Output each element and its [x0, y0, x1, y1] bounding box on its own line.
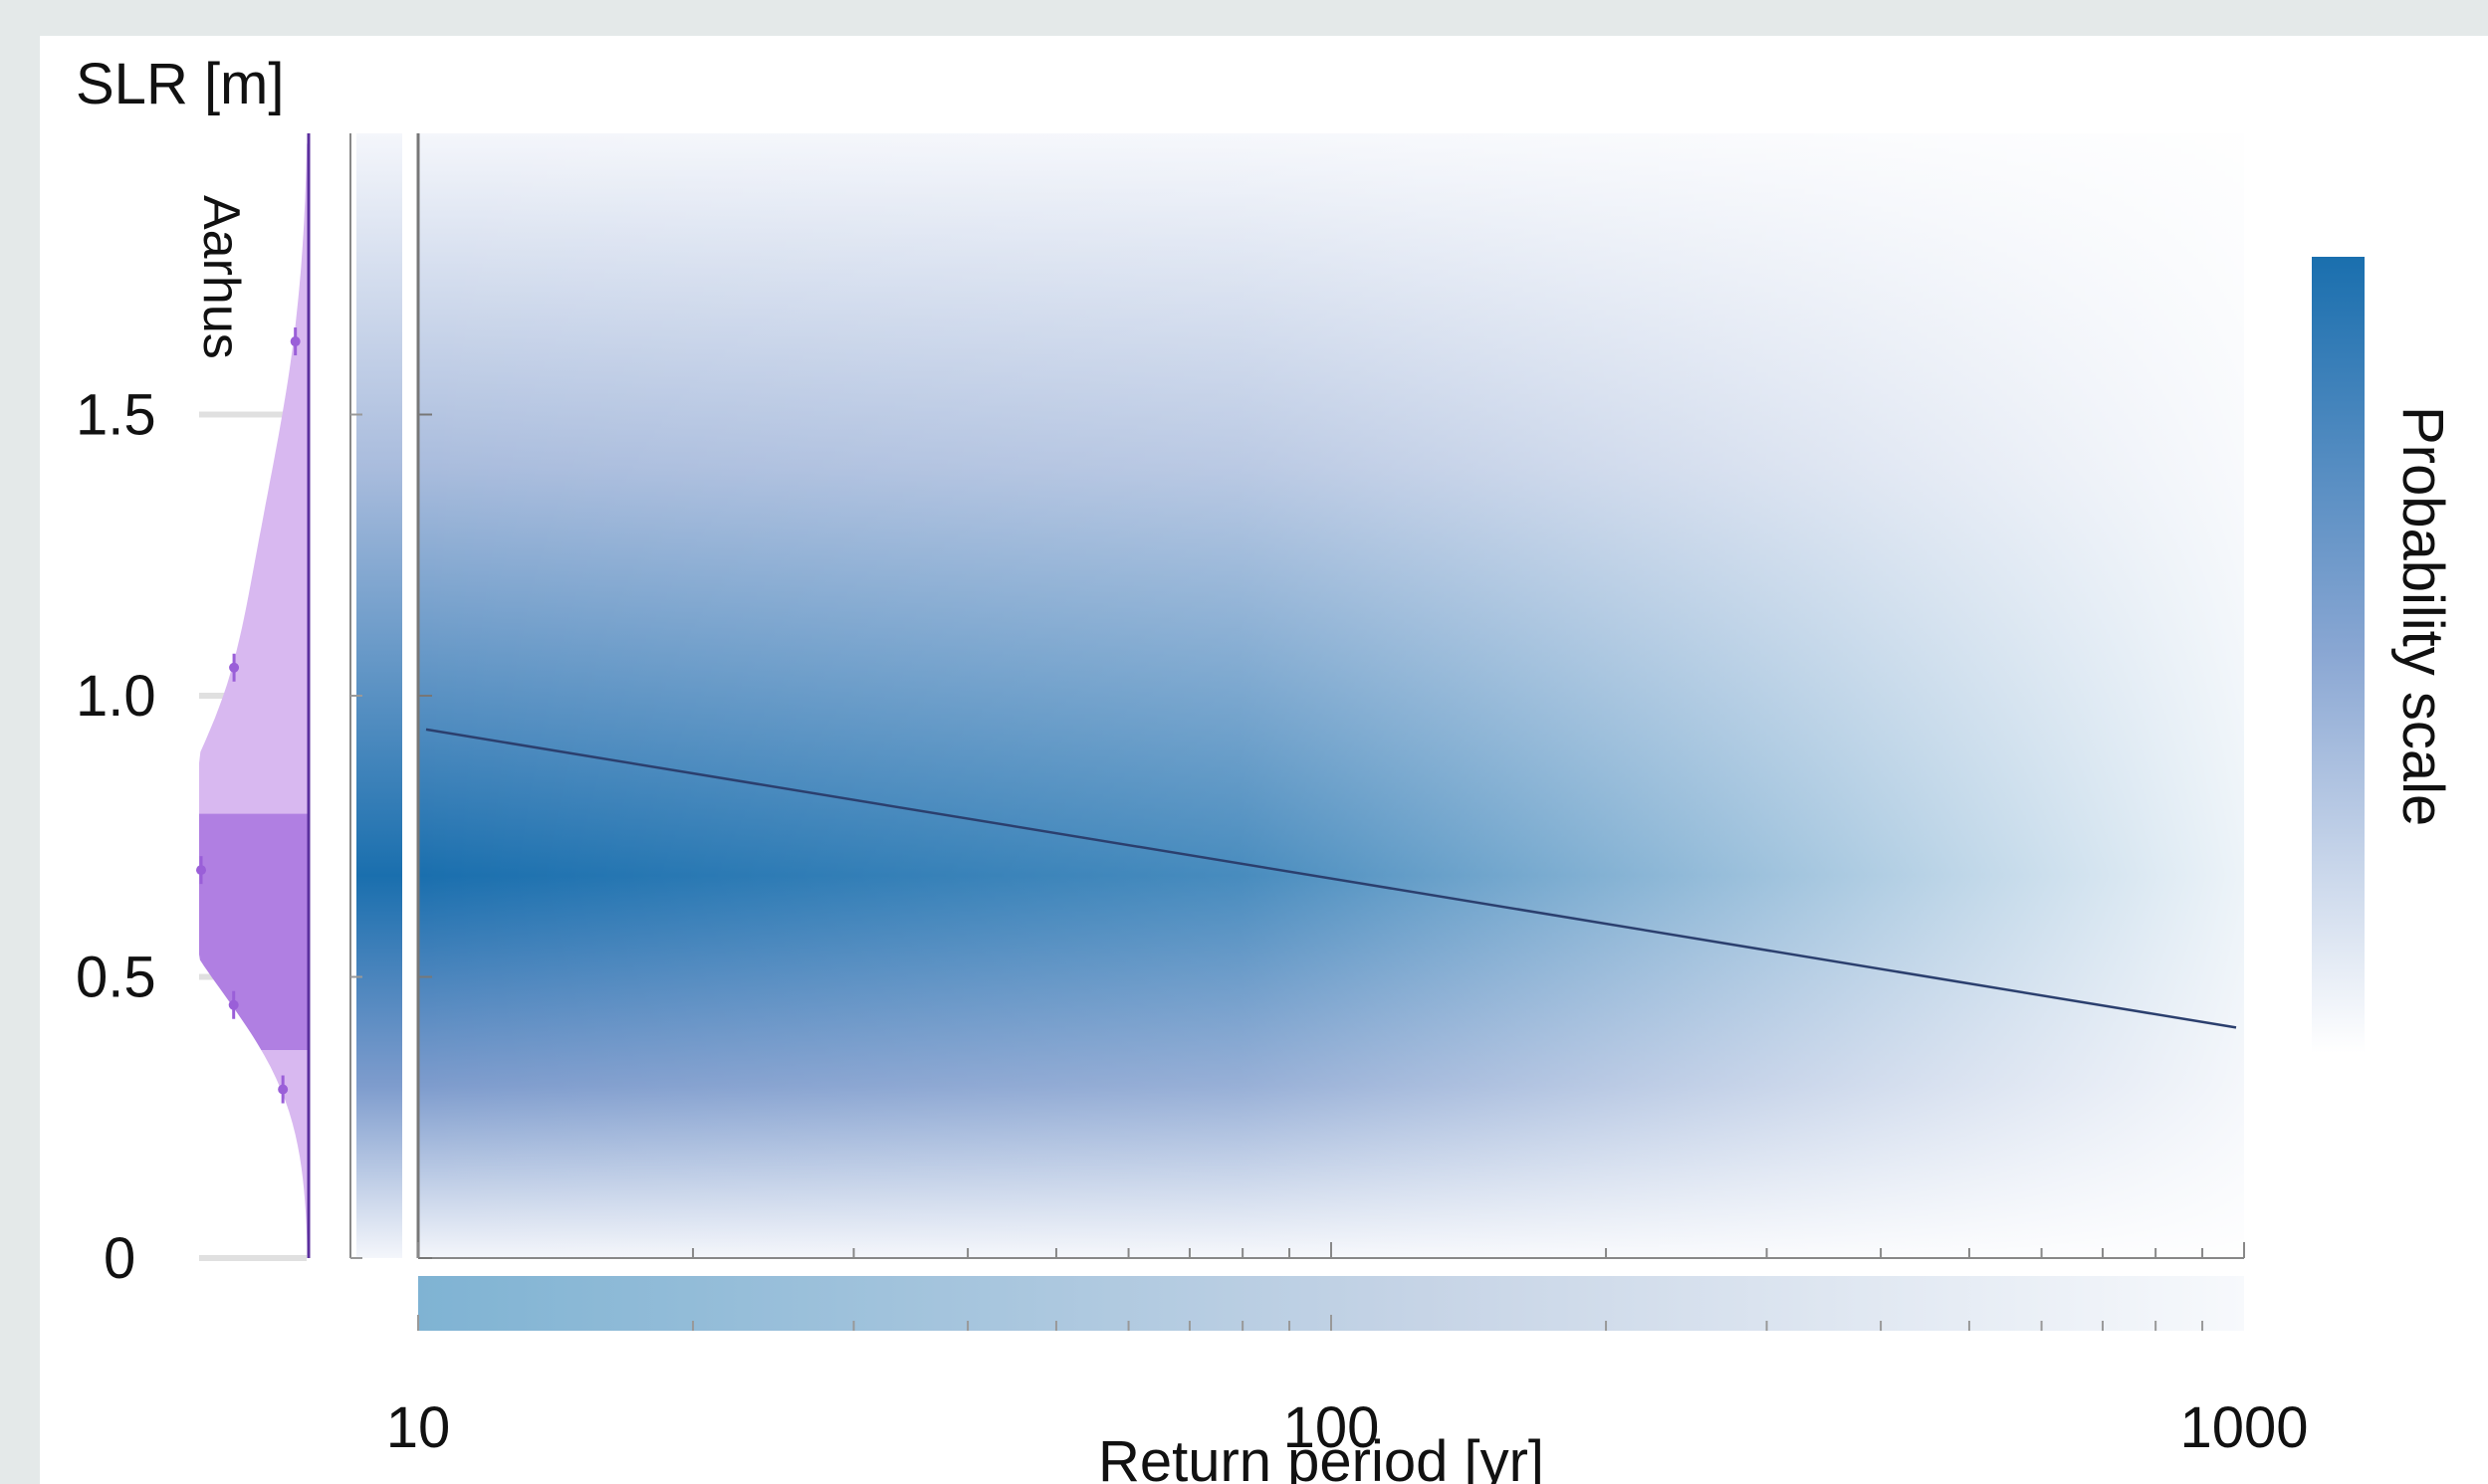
y-tick-label: 1.0 [76, 664, 156, 729]
figure-canvas: SLR [m] Aarhus Return period [yr] Probab… [40, 36, 2488, 1484]
heatmap-fade [418, 133, 2244, 1258]
violin-central-range [199, 813, 309, 1050]
marginal-location-label: Aarhus [192, 195, 250, 359]
x-tick-label: 1000 [2179, 1395, 2308, 1460]
slr-return-period-chart: SLR [m] Aarhus Return period [yr] Probab… [76, 52, 2455, 1484]
violin-marker [229, 662, 240, 673]
colorbar [2312, 257, 2365, 1053]
violin-marker [196, 865, 206, 876]
colorbar-label: Probability scale [2390, 406, 2455, 826]
x-axis-label: Return period [yr] [1098, 1429, 1544, 1484]
trend-line [425, 728, 2237, 1029]
x-tick-labels: 10 100 1000 [386, 1395, 2309, 1460]
x-axis-ticks [417, 1242, 2245, 1258]
y-tick-label: 0 [104, 1226, 135, 1291]
violin-marker [228, 999, 239, 1010]
bottom-strip-ticks [417, 1315, 2204, 1331]
x-tick-label: 10 [386, 1395, 451, 1460]
left-density-strip [356, 133, 402, 1258]
violin-marker [290, 336, 301, 347]
marginal-violin [196, 133, 311, 1258]
violin-marker [278, 1084, 289, 1095]
y-axis-label: SLR [m] [76, 52, 285, 116]
y-tick-label: 1.5 [76, 383, 156, 448]
y-tick-label: 0.5 [76, 946, 156, 1010]
y-tick-labels: 0 0.5 1.0 1.5 [76, 383, 156, 1292]
x-tick-label: 100 [1283, 1395, 1380, 1460]
